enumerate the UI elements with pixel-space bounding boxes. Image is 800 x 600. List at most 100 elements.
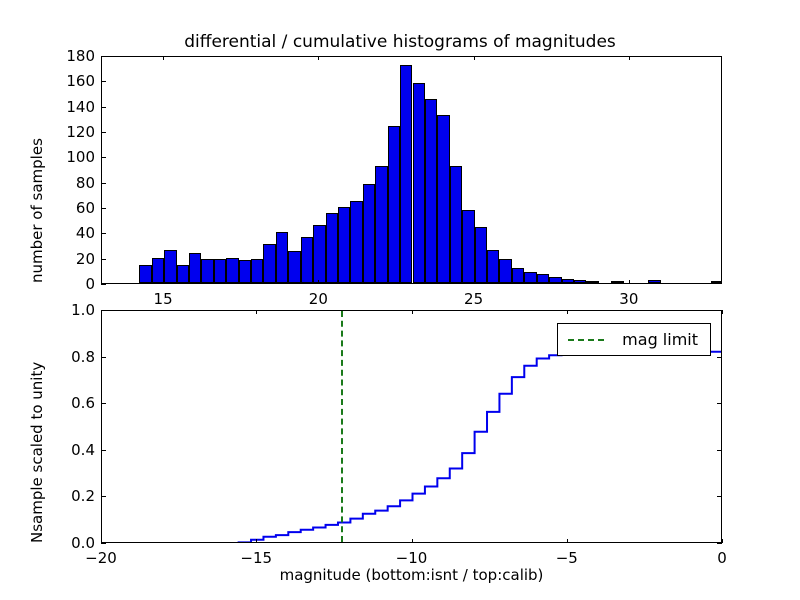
legend: mag limit	[557, 323, 711, 356]
x-tick-label: 15	[153, 290, 173, 308]
x-axis-label: magnitude (bottom:isnt / top:calib)	[279, 566, 544, 584]
histogram-bar	[424, 99, 438, 283]
histogram-bar	[710, 281, 721, 283]
y-tick-mark	[717, 543, 722, 544]
top-histogram-plot-area	[102, 57, 721, 283]
y-tick-mark	[101, 543, 106, 544]
histogram-bar	[561, 279, 574, 283]
x-tick-mark	[628, 56, 630, 60]
x-tick-mark	[163, 280, 165, 284]
histogram-bar	[164, 250, 177, 283]
y-tick-label: 60	[75, 199, 95, 217]
histogram-bar	[536, 274, 550, 283]
histogram-bar	[337, 207, 351, 283]
histogram-bar	[263, 243, 276, 283]
mag-limit-line	[341, 311, 344, 542]
histogram-bar	[648, 280, 661, 283]
x-tick-label: 20	[308, 290, 328, 308]
y-tick-mark	[101, 496, 106, 498]
histogram-bar	[251, 258, 264, 283]
y-tick-label: 140	[66, 97, 95, 116]
y-tick-mark	[101, 208, 106, 209]
x-tick-mark	[101, 310, 102, 314]
histogram-bar	[499, 258, 512, 283]
histogram-bar	[362, 184, 376, 283]
y-tick-mark	[101, 182, 106, 184]
y-tick-mark	[101, 449, 106, 451]
y-tick-mark	[101, 157, 106, 159]
x-tick-mark	[101, 539, 102, 543]
x-tick-label: 0	[717, 549, 727, 567]
y-tick-mark	[101, 403, 106, 405]
x-tick-mark	[411, 539, 413, 543]
y-tick-mark	[717, 356, 722, 358]
top-y-axis-label: number of samples	[28, 138, 46, 283]
histogram-bar	[511, 267, 525, 283]
x-tick-mark	[473, 56, 475, 60]
x-tick-mark	[566, 310, 568, 314]
y-tick-mark	[101, 310, 106, 311]
y-tick-label: 80	[75, 173, 95, 192]
x-tick-label: −15	[240, 549, 273, 567]
y-tick-label: 180	[66, 47, 95, 65]
histogram-bar	[449, 166, 463, 283]
histogram-bar	[288, 251, 301, 283]
x-tick-mark	[256, 539, 258, 543]
y-tick-label: 0.8	[71, 347, 95, 366]
figure-title: differential / cumulative histograms of …	[184, 32, 616, 52]
y-tick-label: 40	[75, 224, 95, 243]
y-tick-mark	[101, 81, 106, 83]
cumulative-step-curve	[237, 350, 721, 542]
y-tick-label: 120	[66, 123, 95, 141]
x-tick-label: −20	[85, 549, 117, 567]
x-tick-mark	[256, 310, 258, 314]
y-tick-label: 0.6	[71, 394, 95, 413]
histogram-bar	[151, 257, 165, 283]
y-tick-mark	[101, 56, 106, 57]
bottom-cumulative-plot-area	[102, 311, 721, 542]
x-tick-mark	[722, 310, 723, 314]
y-tick-label: 0.0	[71, 534, 95, 552]
top-histogram-axes	[101, 56, 722, 284]
y-tick-label: 0	[85, 275, 95, 293]
y-tick-mark	[101, 132, 106, 133]
x-tick-mark	[411, 310, 413, 314]
histogram-bar	[300, 237, 314, 283]
x-tick-label: −5	[555, 549, 578, 567]
histogram-bar	[549, 276, 562, 283]
y-tick-mark	[101, 258, 106, 260]
x-tick-label: 25	[464, 290, 484, 308]
y-tick-mark	[101, 233, 106, 235]
x-tick-mark	[318, 280, 320, 284]
y-tick-label: 20	[75, 249, 95, 268]
histogram-bar	[474, 227, 487, 283]
histogram-bar	[213, 258, 227, 283]
histogram-bar	[313, 224, 326, 283]
histogram-bar	[573, 280, 587, 283]
y-tick-label: 160	[66, 72, 95, 91]
x-tick-mark	[473, 280, 475, 284]
histogram-bar	[611, 281, 624, 283]
histogram-bar	[238, 260, 252, 283]
histogram-bar	[437, 114, 450, 283]
y-tick-label: 100	[66, 148, 95, 167]
histogram-bar	[524, 271, 537, 283]
y-tick-mark	[717, 449, 722, 451]
x-tick-mark	[318, 56, 320, 60]
histogram-bar	[176, 265, 189, 283]
y-tick-mark	[717, 403, 722, 405]
x-tick-mark	[722, 539, 723, 543]
histogram-bar	[487, 250, 500, 283]
histogram-bar	[325, 213, 338, 283]
histogram-bar	[275, 232, 289, 283]
mag-limit-legend-swatch	[568, 338, 605, 341]
x-tick-mark	[163, 56, 165, 60]
y-tick-label: 1.0	[71, 301, 95, 319]
x-tick-label: −10	[395, 549, 428, 567]
y-tick-label: 0.2	[71, 487, 95, 506]
histogram-bar	[201, 258, 214, 283]
histogram-bar	[375, 166, 388, 283]
histogram-bar	[462, 209, 475, 283]
histogram-bar	[412, 82, 425, 283]
